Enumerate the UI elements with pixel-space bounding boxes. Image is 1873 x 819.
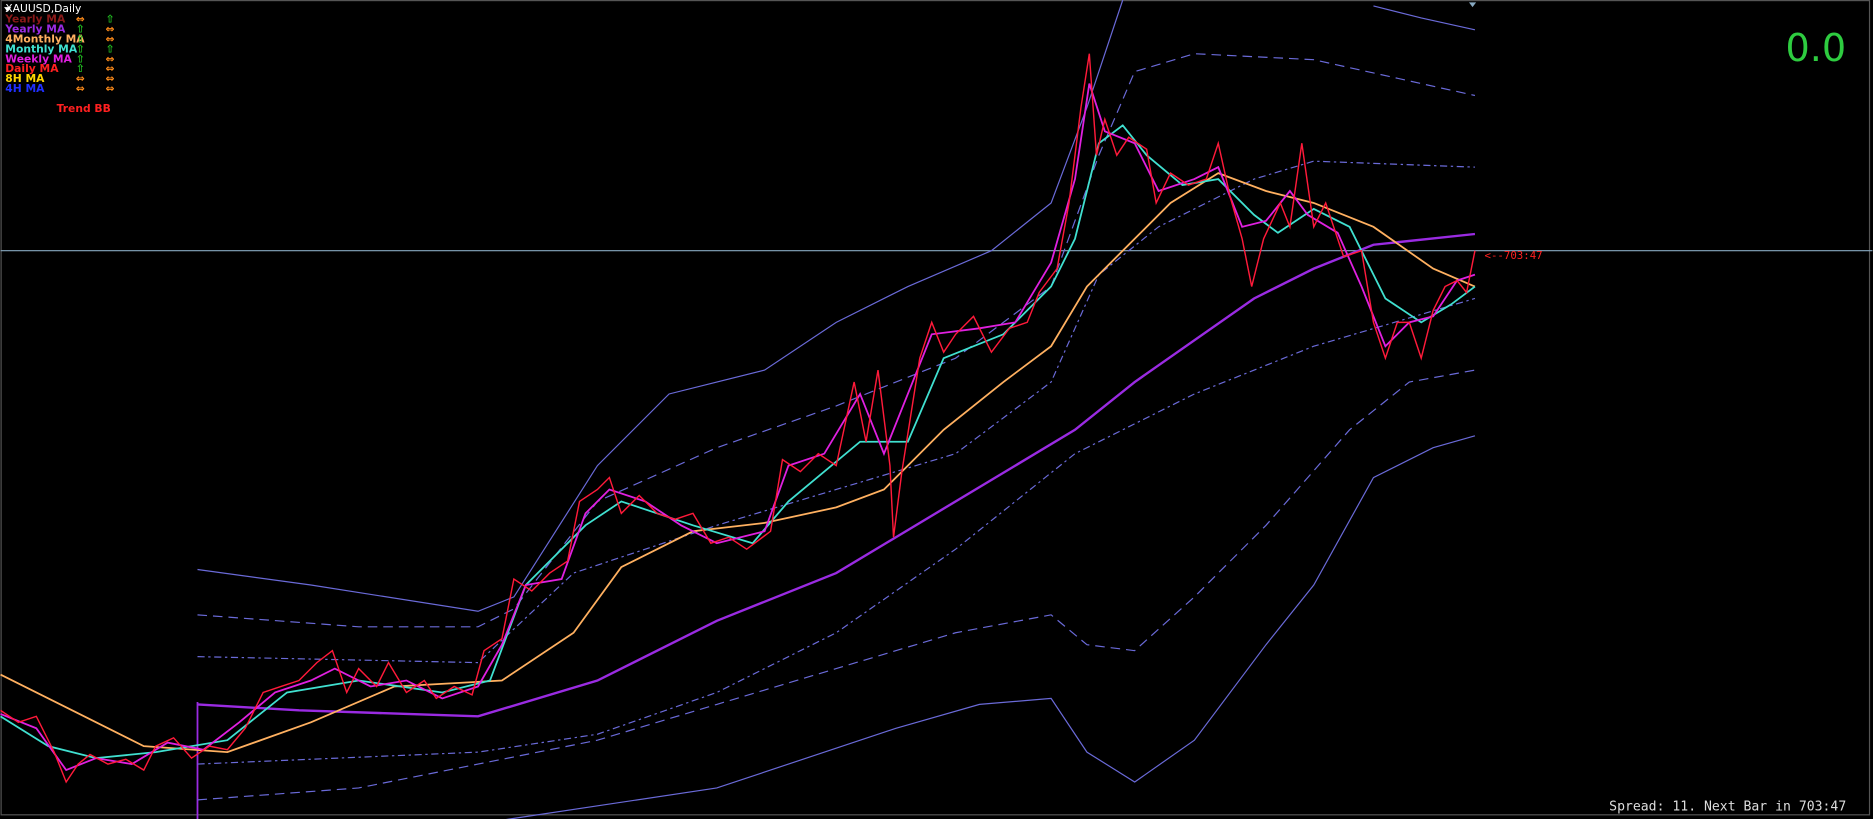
- legend-label: Yearly MA: [4, 13, 66, 26]
- band-lower-inner: [197, 297, 1476, 765]
- trend-arrow: ⇧: [76, 62, 85, 75]
- trend-arrow: ⇔: [76, 72, 85, 85]
- trend-arrow: ⇔: [76, 13, 85, 26]
- legend-label: 8H MA: [5, 72, 45, 85]
- monthly-ma-line: [0, 124, 1476, 760]
- trend-arrow: ⇔: [106, 62, 115, 75]
- band-upper-inner: [197, 160, 1475, 664]
- legend-label: Daily MA: [5, 62, 59, 75]
- monthly4-ma-line: [0, 172, 1476, 754]
- weekly-ma-line: [0, 83, 1476, 772]
- trend-arrow: ⇔: [106, 23, 115, 36]
- trend-arrow: ⇔: [106, 33, 115, 46]
- scroll-marker: [1468, 2, 1477, 8]
- yearly-ma-line: [197, 232, 1476, 718]
- band-upper-outer: [197, 0, 1124, 612]
- price-marker: <--703:47: [1484, 249, 1542, 262]
- trend-arrow: ⇧: [76, 52, 85, 65]
- symbol-label: XAUUSD,Daily: [5, 2, 82, 15]
- band-upper-mid: [197, 53, 1476, 628]
- counter-value: 0.0: [1786, 27, 1847, 71]
- trend-arrow: ⇔: [76, 82, 85, 95]
- bollinger-bands: [197, 0, 1476, 819]
- trend-arrow: ⇔: [106, 52, 115, 65]
- trend-arrow: ⇔: [106, 72, 115, 85]
- trend-arrow: ⇧: [106, 42, 115, 55]
- trend-arrow: ⇧: [76, 23, 85, 36]
- indicator-title: Trend BB: [57, 102, 111, 115]
- status-text: Spread: 11. Next Bar in 703:47: [1609, 800, 1846, 815]
- legend-label: Weekly MA: [5, 52, 72, 65]
- legend-label: Yearly MA: [4, 23, 66, 36]
- band-lower-mid: [197, 369, 1476, 801]
- trend-arrow: ⇧: [76, 33, 85, 46]
- legend-label: Monthly MA: [5, 42, 78, 55]
- ma-legend: Yearly MA ⇔ ⇧Yearly MA ⇧ ⇔4Monthly MA⇧ ⇔Month…: [4, 13, 114, 95]
- trend-arrow: ⇧: [106, 13, 115, 26]
- legend-label: 4Monthly MA: [5, 33, 85, 46]
- trend-arrow: ⇔: [106, 82, 115, 95]
- daily-price-line: [0, 53, 1476, 784]
- trend-arrow: ⇧: [76, 42, 85, 55]
- dropdown-icon[interactable]: [4, 7, 12, 12]
- band-lower-outer: [505, 435, 1476, 819]
- band-upper-outer-right: [1373, 5, 1476, 31]
- legend-label: 4H MA: [5, 82, 45, 95]
